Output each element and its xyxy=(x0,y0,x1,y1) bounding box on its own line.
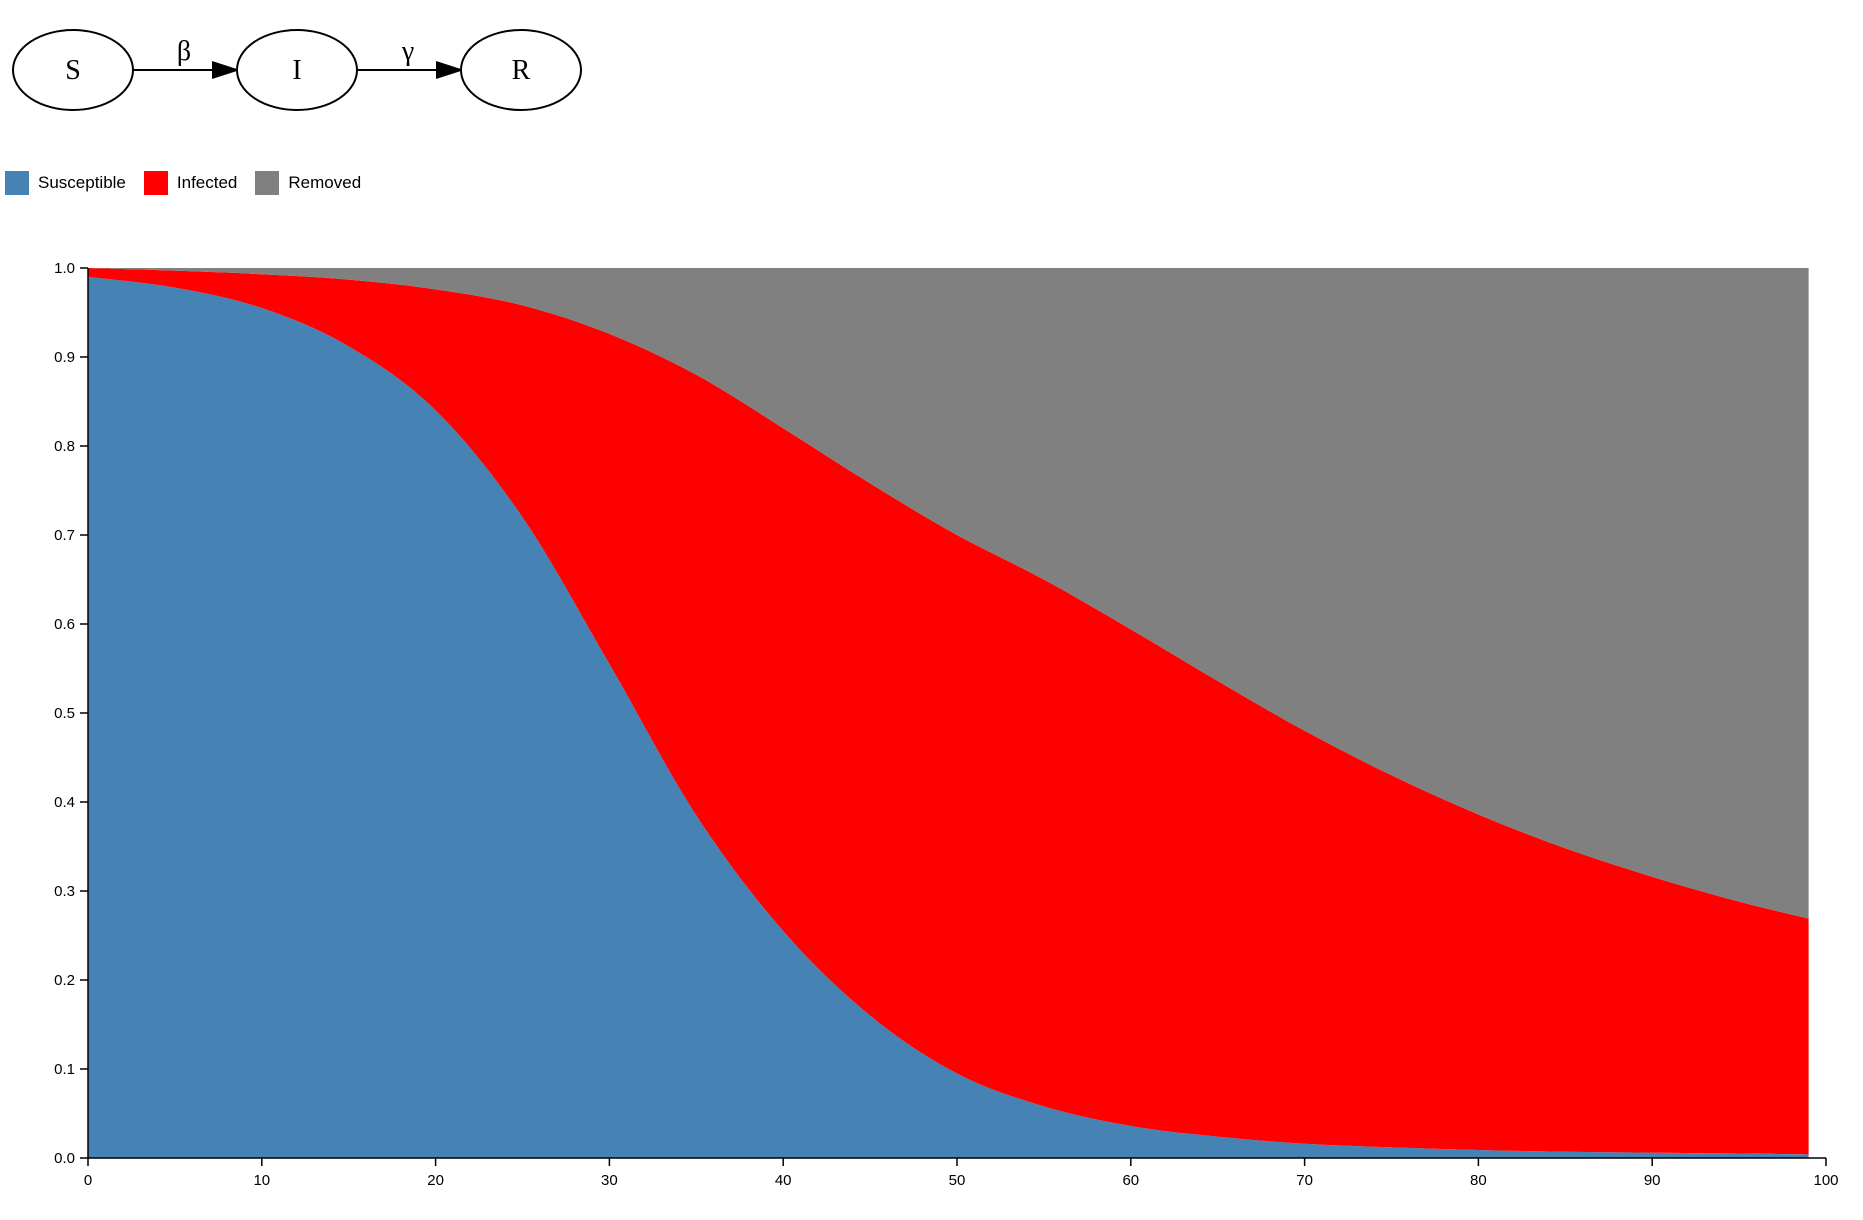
node-r xyxy=(460,29,582,111)
area-susceptible xyxy=(88,276,1809,1158)
node-s-label: S xyxy=(65,55,81,86)
area-removed xyxy=(88,268,1809,919)
node-r-label: R xyxy=(512,55,531,86)
x-tick-label: 90 xyxy=(1644,1172,1661,1189)
node-s xyxy=(12,29,134,111)
y-tick-label: 0.1 xyxy=(54,1061,75,1078)
sir-model-diagram: β γ S I R xyxy=(12,29,582,111)
y-tick-label: 0.9 xyxy=(54,349,75,366)
edge-i-to-r-label: γ xyxy=(401,36,414,67)
chart-legend: Susceptible Infected Removed xyxy=(5,171,379,195)
area-infected xyxy=(88,268,1809,1155)
legend-item-susceptible: Susceptible xyxy=(5,171,126,195)
y-tick-label: 0.3 xyxy=(54,883,75,900)
y-tick-label: 0.2 xyxy=(54,972,75,989)
legend-swatch-susceptible xyxy=(5,171,29,195)
y-tick-label: 1.0 xyxy=(54,260,75,277)
legend-item-removed: Removed xyxy=(255,171,361,195)
x-tick-label: 70 xyxy=(1296,1172,1313,1189)
edge-s-to-i-label: β xyxy=(177,36,191,67)
x-tick-label: 100 xyxy=(1813,1172,1838,1189)
y-tick-label: 0.6 xyxy=(54,616,75,633)
legend-swatch-removed xyxy=(255,171,280,195)
node-i xyxy=(236,29,358,111)
x-tick-label: 50 xyxy=(949,1172,966,1189)
x-tick-label: 80 xyxy=(1470,1172,1487,1189)
x-tick-label: 60 xyxy=(1122,1172,1139,1189)
y-tick-label: 0.8 xyxy=(54,438,75,455)
x-tick-label: 40 xyxy=(775,1172,792,1189)
legend-label-susceptible: Susceptible xyxy=(38,173,126,192)
x-tick-label: 10 xyxy=(253,1172,270,1189)
y-tick-label: 0.5 xyxy=(54,705,75,722)
x-tick-label: 20 xyxy=(427,1172,444,1189)
x-tick-label: 0 xyxy=(84,1172,92,1189)
y-tick-label: 0.7 xyxy=(54,527,75,544)
x-tick-label: 30 xyxy=(601,1172,618,1189)
legend-swatch-infected xyxy=(143,171,168,195)
y-tick-label: 0.4 xyxy=(54,794,75,811)
node-i-label: I xyxy=(292,55,301,86)
legend-item-infected: Infected xyxy=(143,171,238,195)
y-tick-label: 0.0 xyxy=(54,1150,75,1167)
legend-label-infected: Infected xyxy=(176,173,238,192)
legend-label-removed: Removed xyxy=(288,173,362,192)
